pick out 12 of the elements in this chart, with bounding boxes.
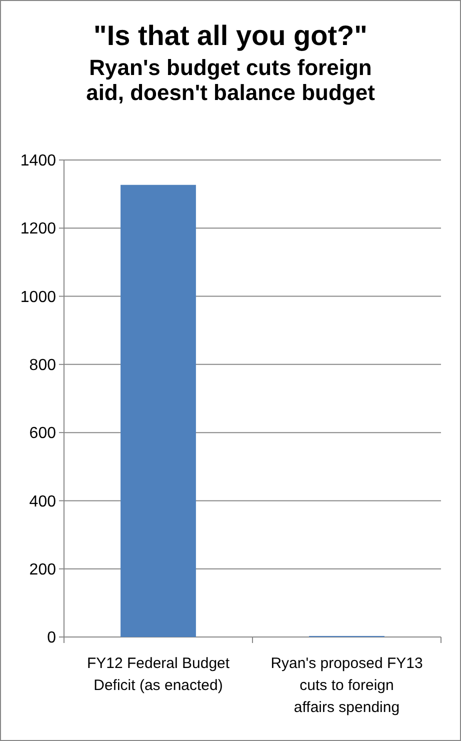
y-tick-label: 800	[29, 357, 56, 374]
y-tick-label: 1400	[20, 152, 56, 170]
y-tick-label: 0	[47, 630, 56, 647]
x-tick-label: Ryan's proposed FY13 cuts to foreign affairs spending	[270, 655, 423, 716]
y-tick-label: 400	[29, 493, 56, 510]
chart-subtitle: Ryan's budget cuts foreign aid, doesn't balance budget	[86, 55, 376, 105]
chart-title: "Is that all you got?"	[94, 20, 368, 51]
y-tick-label: 1200	[20, 220, 56, 238]
y-tick-label: 200	[29, 561, 56, 578]
y-tick-label: 600	[29, 425, 56, 442]
x-tick-label: FY12 Federal Budget Deficit (as enacted)	[86, 655, 230, 694]
y-tick-label: 1000	[20, 288, 56, 306]
